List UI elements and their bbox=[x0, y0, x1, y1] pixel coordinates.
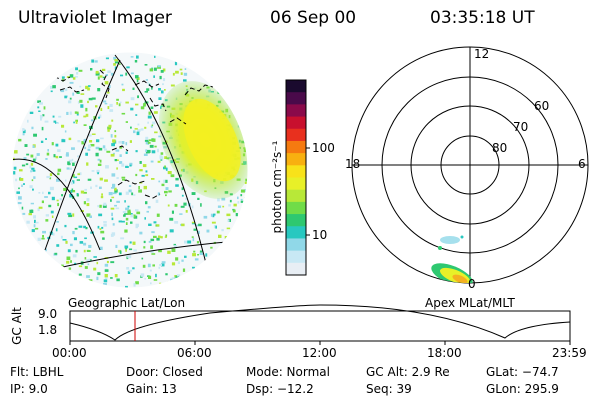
colorbar-segment bbox=[286, 104, 306, 118]
mode-status: Mode: Normal bbox=[246, 365, 330, 379]
orbit-ytick-top: 9.0 bbox=[38, 307, 58, 321]
meridian-line bbox=[114, 54, 211, 281]
mlt-label-12: 12 bbox=[474, 47, 490, 61]
ip-status: IP: 9.0 bbox=[10, 382, 48, 396]
orbit-xtick-2359: 23:59 bbox=[552, 346, 587, 360]
colorbar-segment bbox=[286, 92, 306, 105]
orbit-plot-frame bbox=[69, 310, 571, 342]
orbit-xtick-1200: 12:00 bbox=[302, 346, 337, 360]
colorbar-segment bbox=[286, 189, 306, 203]
colorbar-segment bbox=[286, 140, 306, 154]
meridian-line bbox=[12, 158, 101, 251]
gain-status: Gain: 13 bbox=[126, 382, 177, 396]
image-time: 03:35:18 UT bbox=[430, 8, 535, 28]
colorbar-segment bbox=[286, 250, 306, 264]
glat-status: GLat: −74.7 bbox=[486, 365, 559, 379]
colorbar-segment bbox=[286, 80, 306, 93]
geographic-caption: Geographic Lat/Lon bbox=[68, 296, 186, 310]
orbit-xtick-0600: 06:00 bbox=[177, 346, 212, 360]
color-scale-bar bbox=[286, 80, 306, 276]
mlt-label-0: 0 bbox=[468, 277, 476, 291]
altitude-curve bbox=[69, 304, 571, 341]
apex-caption: Apex MLat/MLT bbox=[425, 296, 515, 310]
colorbar-segment bbox=[286, 201, 306, 215]
orbit-xtick-1800: 18:00 bbox=[427, 346, 462, 360]
meridian-line bbox=[44, 59, 121, 251]
colorbar-segment bbox=[286, 116, 306, 130]
mlat-label-70: 70 bbox=[513, 120, 529, 134]
orbit-ytick-bottom: 1.8 bbox=[38, 323, 58, 337]
image-date: 06 Sep 00 bbox=[270, 8, 357, 28]
mlt-label-18: 18 bbox=[345, 157, 361, 171]
orbit-xtick-0000: 00:00 bbox=[52, 346, 87, 360]
polar-grid bbox=[351, 46, 589, 284]
glon-status: GLon: 295.9 bbox=[486, 382, 559, 396]
dsp-status: Dsp: −12.2 bbox=[246, 382, 314, 396]
mlat-label-60: 60 bbox=[534, 99, 550, 113]
coastline-lines bbox=[39, 69, 214, 199]
mlt-label-6: 6 bbox=[578, 157, 586, 171]
colorbar-segment bbox=[286, 262, 306, 276]
mlat-label-80: 80 bbox=[492, 141, 508, 155]
colorbar-segment bbox=[286, 238, 306, 252]
instrument-title: Ultraviolet Imager bbox=[18, 8, 172, 28]
colorbar-segment bbox=[286, 177, 306, 191]
colorbar-tick-100: 100 bbox=[312, 141, 335, 155]
geographic-image bbox=[12, 52, 248, 288]
colorbar-segment bbox=[286, 226, 306, 239]
colorbar-segment bbox=[286, 153, 306, 166]
orbit-ylabel: GC Alt bbox=[10, 307, 24, 345]
polar-aurora-patch bbox=[431, 235, 473, 283]
colorbar-segment bbox=[286, 128, 306, 142]
filter-status: Flt: LBHL bbox=[10, 365, 64, 379]
seq-status: Seq: 39 bbox=[366, 382, 412, 396]
colorbar-segment bbox=[286, 214, 306, 227]
colorbar-unit-label: photon cm⁻²s⁻¹ bbox=[270, 140, 284, 234]
colorbar-tick-10: 10 bbox=[312, 228, 328, 242]
colorbar-segment bbox=[286, 165, 306, 178]
door-status: Door: Closed bbox=[126, 365, 203, 379]
gc-alt-status: GC Alt: 2.9 Re bbox=[366, 365, 450, 379]
